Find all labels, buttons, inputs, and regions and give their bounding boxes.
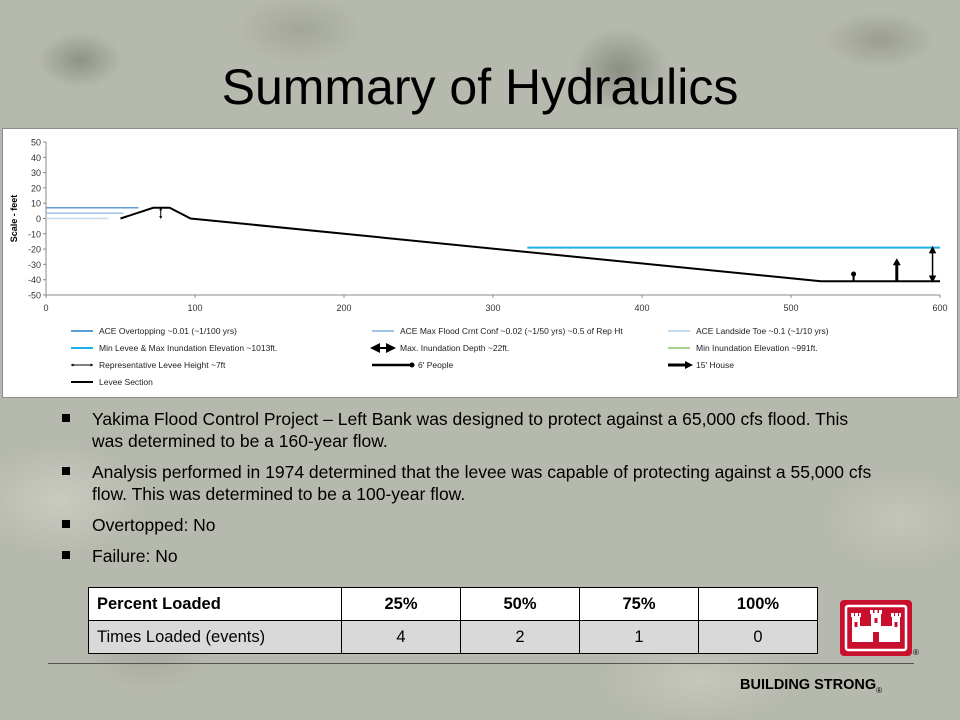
y-tick-label: 0 xyxy=(36,214,41,224)
table-row: Times Loaded (events) 4 2 1 0 xyxy=(88,620,818,654)
house-roof-marker xyxy=(892,258,901,266)
legend-label: Min Levee & Max Inundation Elevation ~10… xyxy=(99,343,277,353)
bullet-square-icon xyxy=(62,414,70,422)
bullet-item: Overtopped: No xyxy=(62,514,882,536)
bullet-square-icon xyxy=(62,520,70,528)
legend-label: Max. Inundation Depth ~22ft. xyxy=(400,343,509,353)
y-tick-label: 30 xyxy=(31,168,41,178)
table-header-cell: Percent Loaded xyxy=(88,587,342,621)
x-tick-label: 0 xyxy=(43,303,48,313)
legend-label: Representative Levee Height ~7ft xyxy=(99,360,226,370)
legend-label: ACE Max Flood Crnt Conf ~0.02 (~1/50 yrs… xyxy=(400,326,623,336)
registered-mark: ® xyxy=(876,685,883,695)
x-tick-label: 400 xyxy=(634,303,649,313)
usace-castle-logo xyxy=(840,600,912,656)
bullet-text: Yakima Flood Control Project – Left Bank… xyxy=(92,409,849,451)
x-tick-label: 100 xyxy=(187,303,202,313)
footer-text: BUILDING STRONG xyxy=(740,677,877,693)
times-loaded-table: Percent Loaded 25% 50% 75% 100% Times Lo… xyxy=(88,587,818,654)
legend-label: 6' People xyxy=(418,360,453,370)
x-tick-label: 500 xyxy=(783,303,798,313)
table-cell: 2 xyxy=(460,620,580,654)
footer-brand: BUILDING STRONG® xyxy=(740,677,882,695)
series-line xyxy=(120,206,940,283)
table-cell: Times Loaded (events) xyxy=(88,620,342,654)
y-tick-label: 40 xyxy=(31,153,41,163)
legend-swatch-head xyxy=(409,362,415,368)
table-header-cell: 100% xyxy=(698,587,818,621)
bullet-text: Failure: No xyxy=(92,546,178,566)
table-cell: 1 xyxy=(579,620,699,654)
x-tick-label: 200 xyxy=(336,303,351,313)
y-tick-label: 50 xyxy=(31,138,41,148)
hydraulics-chart: 50 40 30 20 10 0 -10 -20 -30 -40 -50 0 100 200 300 400 5… xyxy=(2,128,958,398)
bullet-text: Analysis performed in 1974 determined th… xyxy=(92,462,872,504)
table-header-cell: 75% xyxy=(579,587,699,621)
x-tick-label: 300 xyxy=(485,303,500,313)
person-head-marker xyxy=(851,271,857,277)
legend-label: 15' House xyxy=(696,360,734,370)
bullet-item: Analysis performed in 1974 determined th… xyxy=(62,461,882,505)
table-cell: 4 xyxy=(341,620,461,654)
bullet-square-icon xyxy=(62,467,70,475)
slide-title: Summary of Hydraulics xyxy=(221,59,739,115)
table-header-row: Percent Loaded 25% 50% 75% 100% xyxy=(88,587,818,621)
legend-swatch-head xyxy=(685,361,693,369)
y-axis-label: Scale - feet xyxy=(9,195,19,243)
y-tick-label: 10 xyxy=(31,199,41,209)
table-header-cell: 25% xyxy=(341,587,461,621)
y-tick-label: 20 xyxy=(31,183,41,193)
y-tick-label: -10 xyxy=(28,229,41,239)
footer-divider xyxy=(48,663,914,664)
legend-label: ACE Landside Toe ~0.1 (~1/10 yrs) xyxy=(696,326,829,336)
bullet-square-icon xyxy=(62,551,70,559)
table-header-cell: 50% xyxy=(460,587,580,621)
y-tick-label: -30 xyxy=(28,260,41,270)
y-tick-label: -20 xyxy=(28,245,41,255)
legend-label: Levee Section xyxy=(99,377,153,387)
x-tick-label: 600 xyxy=(932,303,947,313)
legend-label: ACE Overtopping ~0.01 (~1/100 yrs) xyxy=(99,326,237,336)
bullet-item: Failure: No xyxy=(62,545,882,567)
registered-mark: ® xyxy=(913,648,919,657)
legend-label: Min Inundation Elevation ~991ft. xyxy=(696,343,818,353)
bullet-text: Overtopped: No xyxy=(92,515,216,535)
y-tick-label: -40 xyxy=(28,275,41,285)
bullet-item: Yakima Flood Control Project – Left Bank… xyxy=(62,408,882,452)
table-cell: 0 xyxy=(698,620,818,654)
bullet-list: Yakima Flood Control Project – Left Bank… xyxy=(62,408,882,576)
y-tick-label: -50 xyxy=(28,291,41,301)
